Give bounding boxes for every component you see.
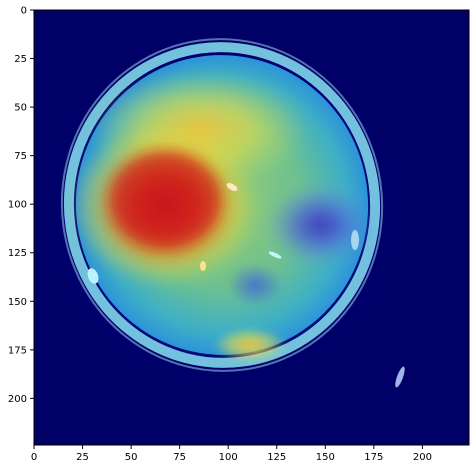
hot-region-core <box>110 152 220 248</box>
y-tick-label: 0 <box>21 6 27 17</box>
cold-region-right <box>265 183 375 267</box>
bright-speck <box>268 251 282 259</box>
x-tick-label: 25 <box>76 452 89 463</box>
x-axis-ticks: 0 25 50 75 100 125 150 175 200 <box>31 445 432 463</box>
y-axis-ticks: 0 25 50 75 100 125 150 175 200 <box>8 6 34 405</box>
x-tick-label: 175 <box>364 452 383 463</box>
y-tick-label: 100 <box>8 200 27 211</box>
y-tick-label: 125 <box>8 248 27 259</box>
x-tick-label: 75 <box>173 452 186 463</box>
axes-frame <box>33 9 470 446</box>
cold-region-center <box>227 263 283 307</box>
x-tick-label: 100 <box>219 452 238 463</box>
y-tick-label: 25 <box>14 54 27 65</box>
bright-speck <box>200 261 206 271</box>
x-tick-label: 50 <box>125 452 138 463</box>
y-tick-label: 200 <box>8 394 27 405</box>
x-tick-label: 200 <box>413 452 432 463</box>
y-tick-label: 175 <box>8 345 27 356</box>
bright-speck <box>226 183 238 191</box>
heatmap-image <box>34 10 469 445</box>
bright-speck <box>351 230 359 250</box>
x-tick-label: 0 <box>31 452 37 463</box>
y-tick-label: 75 <box>14 151 27 162</box>
x-tick-label: 125 <box>267 452 286 463</box>
bright-speck <box>395 366 405 388</box>
warm-region-lower <box>212 327 288 363</box>
skull-outer-edge <box>60 38 384 372</box>
x-tick-label: 150 <box>316 452 335 463</box>
y-tick-label: 150 <box>8 297 27 308</box>
y-tick-label: 50 <box>14 103 27 114</box>
bright-speck <box>87 268 99 284</box>
